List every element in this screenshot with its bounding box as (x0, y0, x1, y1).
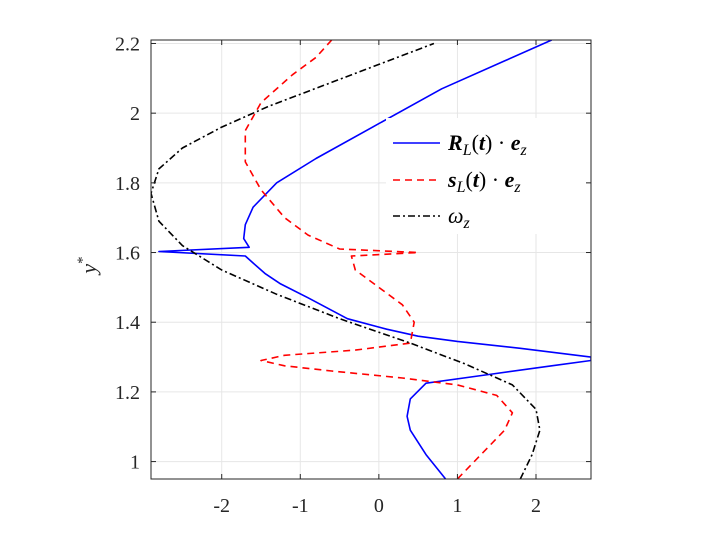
y-tick-label: 1.4 (115, 312, 140, 334)
legend-text-part: e (505, 167, 515, 192)
legend-text-part: ) · (485, 130, 511, 155)
legend-text-part: ω (448, 203, 464, 228)
legend-label-R: RL(t) · ez (447, 130, 527, 159)
legend-text-part: R (447, 130, 463, 155)
legend-background (386, 118, 586, 234)
y-tick-label: 1.2 (115, 382, 140, 404)
x-tick-label: -2 (213, 495, 230, 517)
tick-marks (151, 40, 591, 479)
x-tick-label: -1 (292, 495, 309, 517)
legend-text-part: ( (465, 167, 472, 192)
series-group (151, 40, 591, 479)
y-axis-label: y* (75, 256, 101, 275)
legend-text-part: z (513, 179, 521, 196)
series-line-s (244, 40, 514, 479)
y-tick-label: 1 (130, 452, 140, 474)
legend-label-s: sL(t) · ez (447, 167, 521, 196)
x-tick-label: 1 (452, 495, 462, 517)
y-tick-labels: 1 1.2 1.4 1.6 1.8 2 2.2 (115, 33, 140, 473)
x-tick-label: 2 (531, 495, 541, 517)
series-line-R (158, 40, 591, 479)
plot-frame (150, 39, 592, 480)
grid-lines (151, 40, 591, 479)
legend-text-part: s (447, 167, 457, 192)
y-axis-label-superscript: * (75, 256, 91, 264)
legend-text-part: L (462, 142, 472, 159)
legend-text-part: ( (472, 130, 479, 155)
legend-text-part: z (519, 142, 527, 159)
x-tick-labels: -2 -1 0 1 2 (213, 495, 541, 517)
y-axis-label-base: y (76, 264, 101, 276)
y-tick-label: 2.2 (115, 33, 140, 55)
legend-text-part: L (456, 179, 466, 196)
x-tick-label: 0 (374, 495, 384, 517)
y-tick-label: 1.8 (115, 173, 140, 195)
y-tick-label: 1.6 (115, 243, 140, 265)
legend-label-w: ωz (448, 203, 471, 232)
legend-text-part: ) · (479, 167, 505, 192)
legend-text-part: z (463, 215, 471, 232)
y-tick-label: 2 (130, 103, 140, 125)
legend-text-part: t (479, 130, 486, 155)
legend-text-part: e (511, 130, 521, 155)
legend-text-part: t (473, 167, 480, 192)
series-line-w (151, 42, 541, 479)
